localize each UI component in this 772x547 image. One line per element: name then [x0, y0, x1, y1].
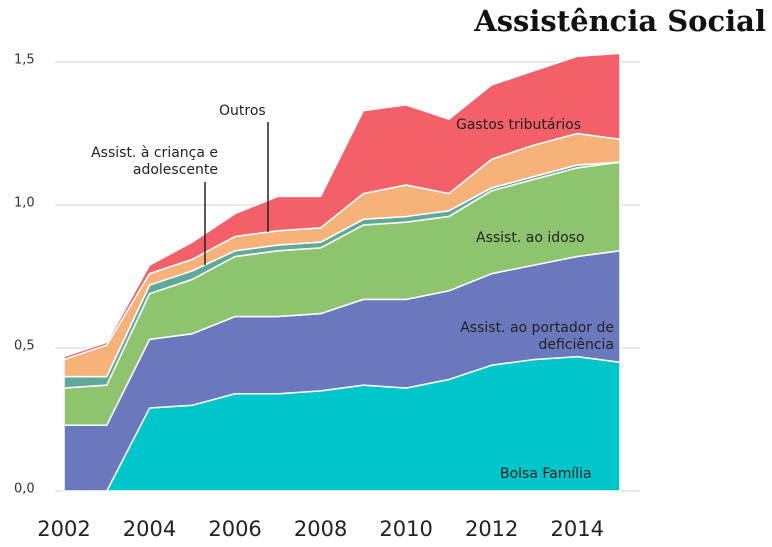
x-tick-label: 2006	[208, 517, 261, 541]
x-tick-label: 2004	[123, 517, 176, 541]
y-tick-label: 1,0	[14, 196, 35, 211]
x-tick-label: 2010	[379, 517, 432, 541]
x-tick-label: 2002	[37, 517, 90, 541]
area	[63, 52, 621, 361]
x-tick-label: 2014	[551, 517, 604, 541]
chart-title: Assistência Social	[474, 4, 766, 38]
series-label: Bolsa Família	[500, 466, 592, 482]
series-label: Assist. à criança e adolescente	[91, 145, 218, 178]
series-label: Assist. ao idoso	[476, 230, 585, 246]
x-tick-label: 2012	[465, 517, 518, 541]
y-tick-label: 0,5	[14, 339, 35, 354]
series-label: Gastos tributários	[456, 117, 581, 133]
series-label: Outros	[219, 103, 266, 119]
y-tick-label: 1,5	[14, 53, 35, 68]
x-tick-label: 2008	[294, 517, 347, 541]
y-tick-label: 0,0	[14, 482, 35, 497]
series-label: Assist. ao portador de deficiência	[460, 320, 614, 353]
